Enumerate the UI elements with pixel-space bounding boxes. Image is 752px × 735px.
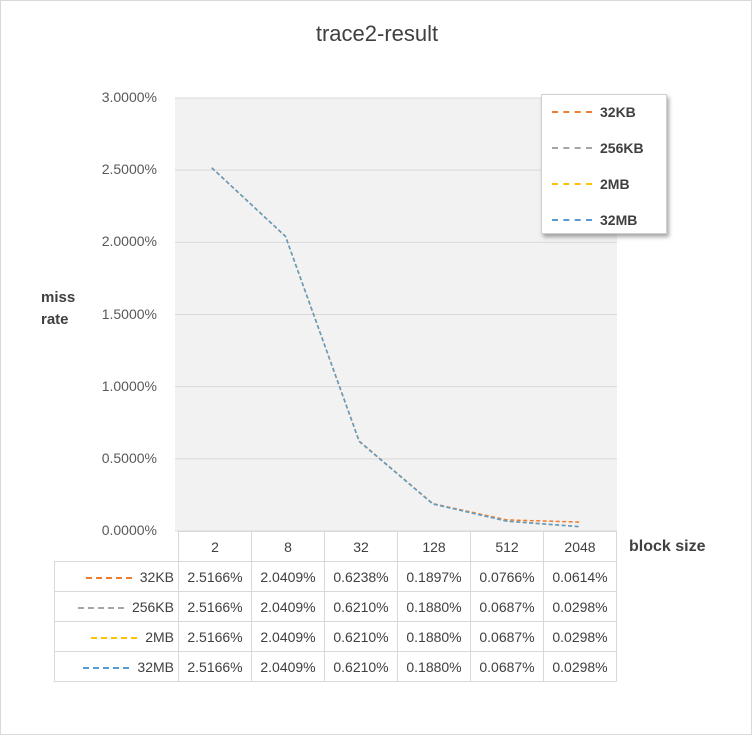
x-tick-label: 8 bbox=[251, 531, 325, 562]
table-row: 256KB 2.5166% 2.0409% 0.6210% 0.1880% 0.0687%… bbox=[54, 591, 617, 622]
x-axis-label: block size bbox=[629, 538, 706, 555]
data-label: 2.0409% bbox=[251, 621, 325, 652]
y-tick-label: 2.0000% bbox=[101, 233, 157, 250]
data-label: 2.0409% bbox=[251, 651, 325, 682]
legend: 32KB 256KB 2MB 32MB bbox=[541, 94, 667, 234]
legend-label: 256KB bbox=[600, 140, 644, 156]
y-tick-label: 0.5000% bbox=[101, 449, 157, 466]
table-series-key: 2MB bbox=[54, 621, 179, 652]
data-label: 0.0614% bbox=[543, 561, 617, 592]
data-label: 0.0298% bbox=[543, 621, 617, 652]
x-tick-label: 2048 bbox=[543, 531, 617, 562]
data-label: 2.5166% bbox=[178, 561, 252, 592]
data-label: 0.1880% bbox=[397, 651, 471, 682]
table-row: 2MB 2.5166% 2.0409% 0.6210% 0.1880% 0.0687% 0.… bbox=[54, 621, 617, 652]
x-tick-label: 128 bbox=[397, 531, 471, 562]
data-label: 0.1880% bbox=[397, 591, 471, 622]
y-tick-label: 2.5000% bbox=[101, 161, 157, 178]
series-line-32mb bbox=[211, 167, 581, 528]
data-label: 2.0409% bbox=[251, 591, 325, 622]
data-label: 0.1897% bbox=[397, 561, 471, 592]
data-label: 0.0298% bbox=[543, 591, 617, 622]
table-legend-swatch bbox=[85, 576, 132, 579]
table-series-name: 32KB bbox=[139, 568, 174, 585]
table-legend-swatch bbox=[77, 606, 124, 609]
table-series-key: 256KB bbox=[54, 591, 179, 622]
table-series-key: 32KB bbox=[54, 561, 179, 592]
data-label: 0.6210% bbox=[324, 591, 398, 622]
data-label: 0.0687% bbox=[470, 621, 544, 652]
data-label: 0.0766% bbox=[470, 561, 544, 592]
x-tick-label: 512 bbox=[470, 531, 544, 562]
data-label: 2.5166% bbox=[178, 651, 252, 682]
y-axis-label: miss rate bbox=[41, 289, 76, 328]
data-label: 0.0687% bbox=[470, 651, 544, 682]
legend-label: 32KB bbox=[600, 104, 636, 120]
table-series-name: 32MB bbox=[137, 658, 174, 675]
data-label: 2.5166% bbox=[178, 591, 252, 622]
table-series-name: 2MB bbox=[145, 628, 174, 645]
data-label: 0.0298% bbox=[543, 651, 617, 682]
y-tick-label: 3.0000% bbox=[101, 89, 157, 105]
x-tick-label: 2 bbox=[178, 531, 252, 562]
legend-label: 2MB bbox=[600, 176, 630, 192]
legend-label: 32MB bbox=[600, 212, 638, 228]
data-table: 2 8 32 128 512 2048 32KB 2.5166% 2.0409% 0.6238% 0… bbox=[54, 531, 617, 682]
legend-swatch bbox=[552, 147, 592, 149]
data-label: 2.0409% bbox=[251, 561, 325, 592]
data-label: 0.6210% bbox=[324, 651, 398, 682]
legend-item: 256KB bbox=[552, 138, 644, 158]
legend-item: 2MB bbox=[552, 174, 630, 194]
legend-swatch bbox=[552, 219, 592, 221]
y-tick-label: 1.5000% bbox=[101, 305, 157, 322]
table-header-row: 2 8 32 128 512 2048 bbox=[54, 531, 617, 562]
legend-item: 32KB bbox=[552, 102, 636, 122]
table-series-key: 32MB bbox=[54, 651, 179, 682]
x-tick-label: 32 bbox=[324, 531, 398, 562]
chart-title: trace2-result bbox=[315, 21, 439, 46]
data-label: 0.0687% bbox=[470, 591, 544, 622]
data-label: 0.6238% bbox=[324, 561, 398, 592]
legend-item: 32MB bbox=[552, 210, 637, 230]
data-label: 0.1880% bbox=[397, 621, 471, 652]
table-legend-swatch bbox=[91, 636, 138, 639]
legend-swatch bbox=[552, 183, 592, 185]
table-series-name: 256KB bbox=[131, 598, 174, 615]
data-label: 0.6210% bbox=[324, 621, 398, 652]
y-tick-label: 1.0000% bbox=[101, 377, 157, 394]
legend-swatch bbox=[552, 111, 592, 113]
table-row: 32MB 2.5166% 2.0409% 0.6210% 0.1880% 0.0687% 0… bbox=[54, 651, 617, 682]
table-legend-swatch bbox=[83, 666, 130, 669]
table-corner bbox=[54, 531, 179, 562]
table-row: 32KB 2.5166% 2.0409% 0.6238% 0.1897% 0.0766% 0… bbox=[54, 561, 617, 592]
data-label: 2.5166% bbox=[178, 621, 252, 652]
